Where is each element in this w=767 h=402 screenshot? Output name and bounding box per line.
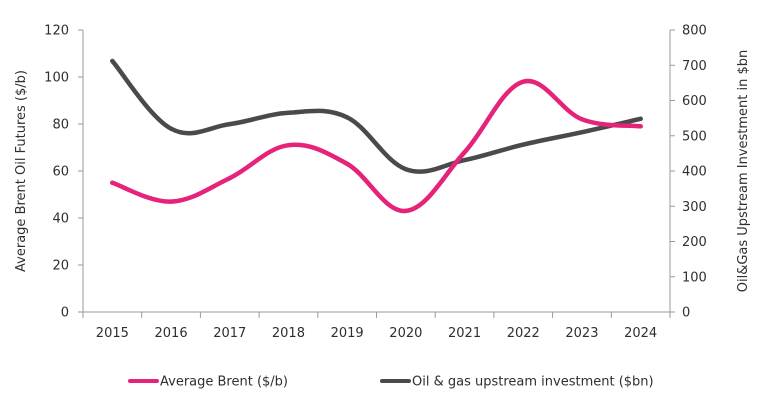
y-axis-right-title: Oil&Gas Upstream Investment in $bn bbox=[736, 50, 751, 293]
right-y-tick-label: 700 bbox=[682, 59, 707, 74]
data-point-upstream-investment bbox=[579, 130, 585, 135]
legend: Average Brent ($/b) Oil & gas upstream i… bbox=[128, 375, 654, 390]
x-tick-label: 2024 bbox=[624, 326, 657, 341]
data-point-average-brent bbox=[579, 117, 585, 122]
x-tick-label: 2015 bbox=[96, 326, 129, 341]
data-point-upstream-investment bbox=[638, 116, 643, 122]
right-y-tick-label: 800 bbox=[682, 24, 707, 39]
data-point-upstream-investment bbox=[521, 142, 526, 147]
left-y-tick-label: 60 bbox=[52, 165, 69, 180]
right-y-tick-label: 0 bbox=[682, 306, 690, 321]
legend-item-upstream-investment[interactable]: Oil & gas upstream investment ($bn) bbox=[380, 375, 654, 390]
data-point-average-brent bbox=[168, 199, 174, 204]
left-y-tick-label: 40 bbox=[52, 212, 69, 227]
data-point-upstream-investment bbox=[403, 167, 409, 172]
x-tick-label: 2018 bbox=[272, 326, 305, 341]
series-line-upstream-investment bbox=[110, 58, 643, 174]
left-y-tick-label: 100 bbox=[44, 71, 69, 86]
x-tick-label: 2016 bbox=[155, 326, 188, 341]
left-y-tick-label: 120 bbox=[44, 24, 69, 39]
series-layer bbox=[110, 58, 643, 214]
data-point-average-brent bbox=[344, 161, 350, 167]
right-y-tick-label: 500 bbox=[682, 129, 707, 144]
data-point-upstream-investment bbox=[168, 126, 174, 131]
left-y-tick-label: 80 bbox=[52, 118, 69, 133]
axes bbox=[82, 30, 671, 313]
left-y-tick-label: 0 bbox=[61, 306, 69, 321]
right-y-ticks: 0 100 200 300 400 500 600 700 800 bbox=[670, 24, 707, 321]
x-tick-label: 2020 bbox=[389, 326, 422, 341]
data-point-average-brent bbox=[462, 150, 467, 155]
right-y-tick-label: 200 bbox=[682, 235, 707, 250]
x-tick-label: 2019 bbox=[331, 326, 364, 341]
data-point-average-brent bbox=[286, 142, 291, 148]
data-point-upstream-investment bbox=[462, 157, 467, 163]
data-point-average-brent bbox=[110, 180, 115, 185]
data-point-average-brent bbox=[521, 79, 526, 84]
right-y-tick-label: 600 bbox=[682, 94, 707, 109]
legend-label-upstream-investment: Oil & gas upstream investment ($bn) bbox=[412, 375, 654, 390]
left-y-ticks: 0 20 40 60 80 100 120 bbox=[44, 24, 83, 321]
series-line-average-brent bbox=[110, 78, 643, 214]
x-tick-label: 2023 bbox=[565, 326, 598, 341]
data-point-upstream-investment bbox=[286, 110, 291, 116]
left-y-tick-label: 20 bbox=[52, 259, 69, 274]
right-y-tick-label: 300 bbox=[682, 200, 707, 215]
data-point-average-brent bbox=[638, 124, 643, 129]
y-axis-left-title: Average Brent Oil Futures ($/b) bbox=[14, 70, 29, 272]
legend-item-average-brent[interactable]: Average Brent ($/b) bbox=[128, 375, 288, 390]
x-tick-label: 2017 bbox=[213, 326, 246, 341]
data-point-upstream-investment bbox=[227, 121, 232, 127]
x-tick-label: 2022 bbox=[507, 326, 540, 341]
right-y-tick-label: 100 bbox=[682, 270, 707, 285]
legend-label-average-brent: Average Brent ($/b) bbox=[160, 375, 288, 390]
right-y-tick-label: 400 bbox=[682, 165, 707, 180]
x-tick-label: 2021 bbox=[448, 326, 481, 341]
x-ticks: 2015 2016 2017 2018 2019 2020 2021 2022 2023 2024 bbox=[82, 312, 671, 341]
data-point-average-brent bbox=[403, 208, 409, 214]
data-point-average-brent bbox=[227, 175, 232, 181]
data-point-upstream-investment bbox=[110, 58, 115, 64]
data-point-upstream-investment bbox=[344, 115, 350, 120]
